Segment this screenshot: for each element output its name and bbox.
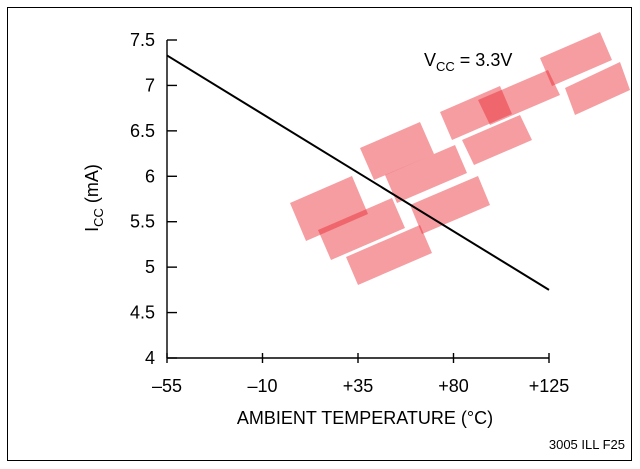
vcc-annotation-main: V (424, 50, 436, 70)
y-tick-label: 6.5 (130, 121, 155, 141)
x-tick-label: –10 (247, 376, 277, 396)
watermark-shape (318, 198, 405, 260)
x-tick-label: +125 (529, 376, 570, 396)
eepw-watermark-logo (290, 32, 630, 285)
vcc-annotation-value: = 3.3V (455, 50, 513, 70)
y-tick-label: 4.5 (130, 303, 155, 323)
watermark-shape (478, 70, 560, 125)
watermark-shape (290, 176, 368, 241)
vcc-annotation: VCC = 3.3V (424, 50, 512, 74)
x-ticks: –55 –10 +35 +80 +125 (152, 353, 569, 396)
watermark-shape (565, 62, 630, 115)
y-axis-title-unit: (mA) (82, 164, 102, 208)
figure-code: 3005 ILL F25 (549, 437, 625, 452)
y-axis-title-main: I (82, 227, 102, 232)
x-tick-label: +35 (343, 376, 374, 396)
y-tick-label: 4 (145, 348, 155, 368)
vcc-annotation-sub: CC (436, 59, 455, 74)
y-tick-label: 5 (145, 257, 155, 277)
y-ticks: 4 4.5 5 5.5 6 6.5 7 7.5 (130, 30, 177, 368)
x-tick-label: +80 (438, 376, 469, 396)
series-group (166, 54, 550, 291)
x-tick-label: –55 (152, 376, 182, 396)
y-tick-label: 7 (145, 75, 155, 95)
y-tick-label: 5.5 (130, 212, 155, 232)
y-axis-title: ICC (mA) (82, 164, 106, 232)
watermark-shape (346, 225, 432, 285)
y-tick-label: 6 (145, 166, 155, 186)
watermark-shape (462, 115, 532, 165)
figure-frame (7, 7, 632, 461)
y-tick-label: 7.5 (130, 30, 155, 50)
watermark-shape (360, 122, 434, 180)
watermark-shape (410, 176, 490, 234)
watermark-shape (385, 145, 467, 203)
y-axis-title-sub: CC (91, 208, 106, 227)
watermark-shape (540, 32, 612, 86)
watermark-shapes (290, 32, 630, 285)
watermark-shape (440, 86, 512, 140)
series-line (166, 54, 550, 291)
x-axis-title: AMBIENT TEMPERATURE (°C) (237, 408, 493, 428)
